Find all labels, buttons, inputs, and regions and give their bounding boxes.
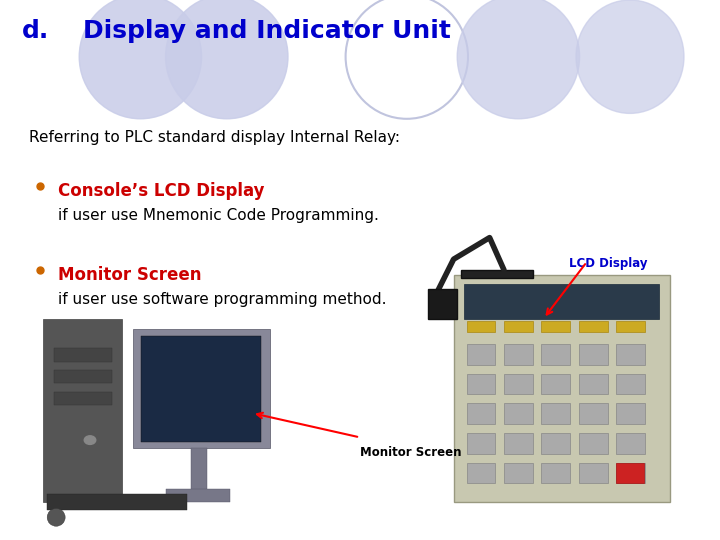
Bar: [541, 374, 570, 394]
Ellipse shape: [576, 0, 684, 113]
Bar: [504, 321, 533, 332]
Text: d.: d.: [22, 19, 49, 43]
Bar: [616, 463, 645, 483]
Bar: [616, 344, 645, 365]
Bar: [616, 463, 644, 483]
Bar: [616, 403, 645, 424]
Bar: [467, 321, 495, 332]
Ellipse shape: [457, 0, 580, 119]
Bar: [504, 463, 533, 483]
Bar: [166, 489, 230, 502]
Ellipse shape: [79, 0, 202, 119]
Bar: [467, 433, 495, 454]
Bar: [428, 289, 457, 319]
Bar: [616, 374, 645, 394]
Bar: [141, 336, 261, 442]
Bar: [579, 344, 608, 365]
Bar: [461, 270, 533, 278]
Circle shape: [84, 436, 96, 444]
Bar: [47, 494, 187, 510]
Bar: [43, 319, 122, 502]
Bar: [579, 433, 608, 454]
Bar: [504, 344, 533, 365]
Bar: [579, 374, 608, 394]
Text: if user use Mnemonic Code Programming.: if user use Mnemonic Code Programming.: [58, 208, 379, 223]
Bar: [504, 433, 533, 454]
Bar: [54, 370, 112, 383]
Bar: [616, 433, 645, 454]
Bar: [541, 344, 570, 365]
Text: Display and Indicator Unit: Display and Indicator Unit: [83, 19, 451, 43]
Bar: [54, 348, 112, 362]
Bar: [579, 321, 608, 332]
Ellipse shape: [48, 509, 65, 526]
Bar: [579, 463, 608, 483]
Bar: [541, 433, 570, 454]
Bar: [464, 284, 659, 319]
Bar: [541, 403, 570, 424]
Bar: [54, 392, 112, 405]
Text: if user use software programming method.: if user use software programming method.: [58, 292, 386, 307]
Bar: [541, 321, 570, 332]
Bar: [467, 344, 495, 365]
Ellipse shape: [346, 0, 468, 119]
Text: LCD Display: LCD Display: [569, 256, 647, 269]
Bar: [454, 275, 670, 502]
Ellipse shape: [166, 0, 288, 119]
Bar: [191, 448, 207, 491]
Bar: [133, 329, 270, 448]
Bar: [504, 403, 533, 424]
Text: Monitor Screen: Monitor Screen: [58, 266, 201, 284]
Bar: [616, 321, 645, 332]
Bar: [467, 403, 495, 424]
Text: Referring to PLC standard display Internal Relay:: Referring to PLC standard display Intern…: [29, 130, 400, 145]
Bar: [579, 403, 608, 424]
Text: Console’s LCD Display: Console’s LCD Display: [58, 182, 264, 200]
Bar: [467, 374, 495, 394]
Bar: [504, 374, 533, 394]
Text: Monitor Screen: Monitor Screen: [360, 446, 462, 458]
Bar: [467, 463, 495, 483]
Bar: [541, 463, 570, 483]
